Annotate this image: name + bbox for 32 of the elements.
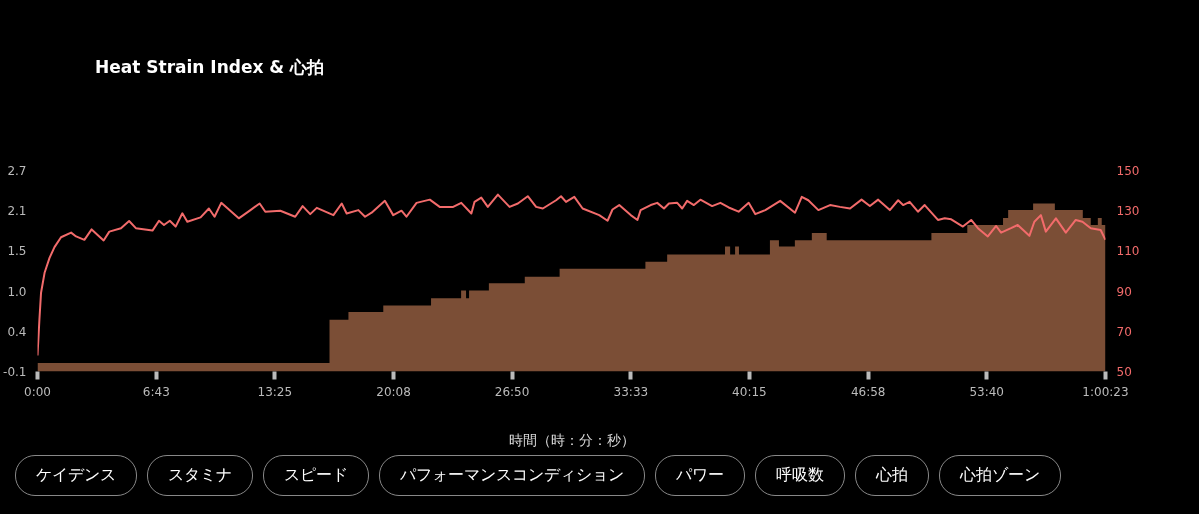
text: スタミナ xyxy=(147,455,253,496)
text: 心拍ゾーン xyxy=(939,455,1061,496)
y-tick-label: 2.7 xyxy=(7,164,27,178)
text: パワー xyxy=(655,455,745,496)
y2-tick-label: 50 xyxy=(1116,365,1132,379)
y-tick-label: 0.4 xyxy=(7,324,27,339)
x-axis-title: 時間（時：分：秒） xyxy=(508,431,635,448)
x-tick-label: 6:43 xyxy=(142,384,170,399)
y2-tick-label: 70 xyxy=(1116,324,1132,339)
x-tick-label: 20:08 xyxy=(376,384,411,399)
y2-tick-label: 150 xyxy=(1116,164,1140,178)
x-tick-label: 1:00:23 xyxy=(1082,384,1129,399)
text: 心拍 xyxy=(855,455,929,496)
y2-tick-label: 90 xyxy=(1116,284,1132,299)
text: ケイデンス xyxy=(15,455,137,496)
chart-title: Heat Strain Index & 心拍 xyxy=(95,56,325,79)
y2-tick-label: 130 xyxy=(1116,204,1140,219)
x-tick-label: 26:50 xyxy=(494,384,530,399)
x-tick-label: 33:33 xyxy=(613,384,649,399)
x-tick-label: 53:40 xyxy=(969,384,1005,399)
text: スピード xyxy=(263,455,369,496)
y2-tick-label: 110 xyxy=(1116,244,1140,259)
y-tick-label: 1.5 xyxy=(7,244,27,259)
y-tick-label: 2.1 xyxy=(7,204,27,219)
y-tick-label: -0.1 xyxy=(3,365,27,379)
x-tick-label: 0:00 xyxy=(24,384,51,399)
x-tick-label: 40:15 xyxy=(732,384,767,399)
x-tick-label: 13:25 xyxy=(257,384,293,399)
y-tick-label: 1.0 xyxy=(7,284,27,299)
text: パフォーマンスコンディション xyxy=(379,455,645,496)
text: 呼吸数 xyxy=(755,455,845,496)
x-tick-label: 46:58 xyxy=(850,384,886,399)
